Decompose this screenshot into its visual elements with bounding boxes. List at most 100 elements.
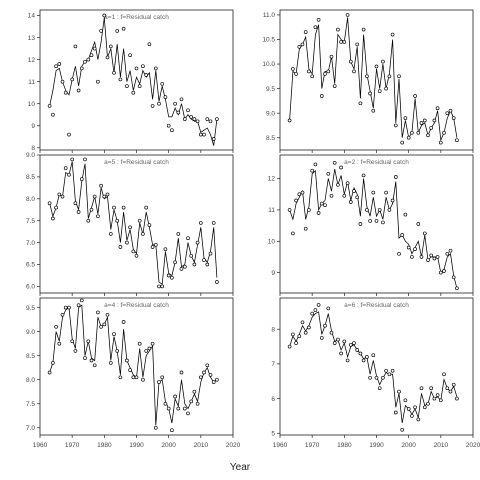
observed-point [47,201,52,206]
observed-point [342,40,347,44]
observed-point [141,64,145,69]
observed-point [192,389,197,394]
observed-point [323,72,327,76]
observed-point [426,258,430,262]
observed-point [451,382,456,387]
observed-point [406,135,411,140]
observed-point [176,232,181,236]
observed-point [448,389,453,394]
observed-point [102,322,107,327]
observed-point [310,168,315,173]
panel-title: a=1 : f=Residual catch [104,14,169,21]
observed-point [179,267,184,271]
observed-point [319,336,324,340]
observed-point [141,232,145,236]
observed-point [381,220,385,225]
observed-point [215,117,219,121]
observed-point [163,95,168,99]
observed-point [377,208,382,212]
observed-point [374,375,379,380]
observed-point [400,140,405,145]
x-tick-label: 2000 [401,442,416,449]
observed-point [358,351,363,356]
observed-point [153,425,158,430]
observed-point [134,375,139,380]
fitted-line [49,161,218,285]
observed-point [451,116,456,120]
observed-point [51,112,55,117]
y-tick-label: 6 [271,396,275,403]
observed-point [176,406,181,411]
observed-point [51,216,55,221]
observed-point [166,273,171,278]
observed-point [131,375,136,380]
observed-point [397,251,401,256]
observed-point [108,232,113,236]
observed-point [307,325,311,330]
observed-point [198,375,203,380]
observed-point [208,373,213,377]
observed-point [215,280,219,284]
observed-point [121,205,126,210]
observed-point [202,132,206,137]
panel-1: 8 9 10 11 12 13 14 a=1 : f=Residual catch [28,9,234,153]
observed-point [326,171,331,176]
observed-point [115,29,120,33]
observed-point [319,94,324,98]
observed-point [79,177,84,181]
observed-point [99,183,103,188]
observed-point [416,130,421,135]
y-tick-label: 6.0 [26,284,35,291]
observed-point [60,79,65,84]
fitted-line [289,17,458,142]
observed-point [186,236,190,241]
observed-point [208,119,213,124]
observed-point [186,108,190,113]
y-tick-label: 9.0 [26,329,35,336]
observed-point [313,25,318,30]
y-tick-label: 8.5 [266,135,275,142]
observed-point [160,82,165,86]
observed-point [455,396,459,401]
observed-point [144,349,149,353]
observed-point [99,324,103,329]
observed-point [455,138,459,143]
observed-point [102,194,107,199]
observed-point [416,417,421,422]
observed-point [390,32,395,37]
observed-point [125,358,129,363]
observed-point [374,219,379,223]
observed-point [89,207,94,212]
observed-point [73,44,78,49]
observed-point [371,190,376,195]
observed-point [377,386,382,391]
observed-point [137,341,142,346]
y-tick-label: 7 [271,361,275,368]
observed-point [355,348,360,352]
observed-point [435,393,440,397]
observed-point [115,218,120,223]
panel-6: 5 6 7 8 1960 1970 1980 1990 2000 2010 2020 a=6 : f=… [271,297,480,449]
observed-point [57,341,62,346]
observed-point [205,262,210,267]
observed-point [83,59,87,64]
y-tick-label: 10 [28,101,36,108]
observed-point [96,214,100,219]
x-tick-label: 1990 [369,442,384,449]
observed-point [355,195,360,200]
observed-point [329,54,334,59]
observed-point [403,398,408,403]
observed-point [406,407,411,411]
observed-point [323,203,327,208]
y-tick-label: 10 [268,238,276,245]
observed-point [99,29,103,33]
observed-point [163,247,168,252]
y-tick-label: 9 [271,270,275,277]
observed-point [150,104,155,108]
observed-point [76,88,81,93]
observed-point [410,130,414,135]
observed-point [397,389,401,394]
observed-point [60,194,65,199]
x-tick-label: 1980 [337,442,352,449]
